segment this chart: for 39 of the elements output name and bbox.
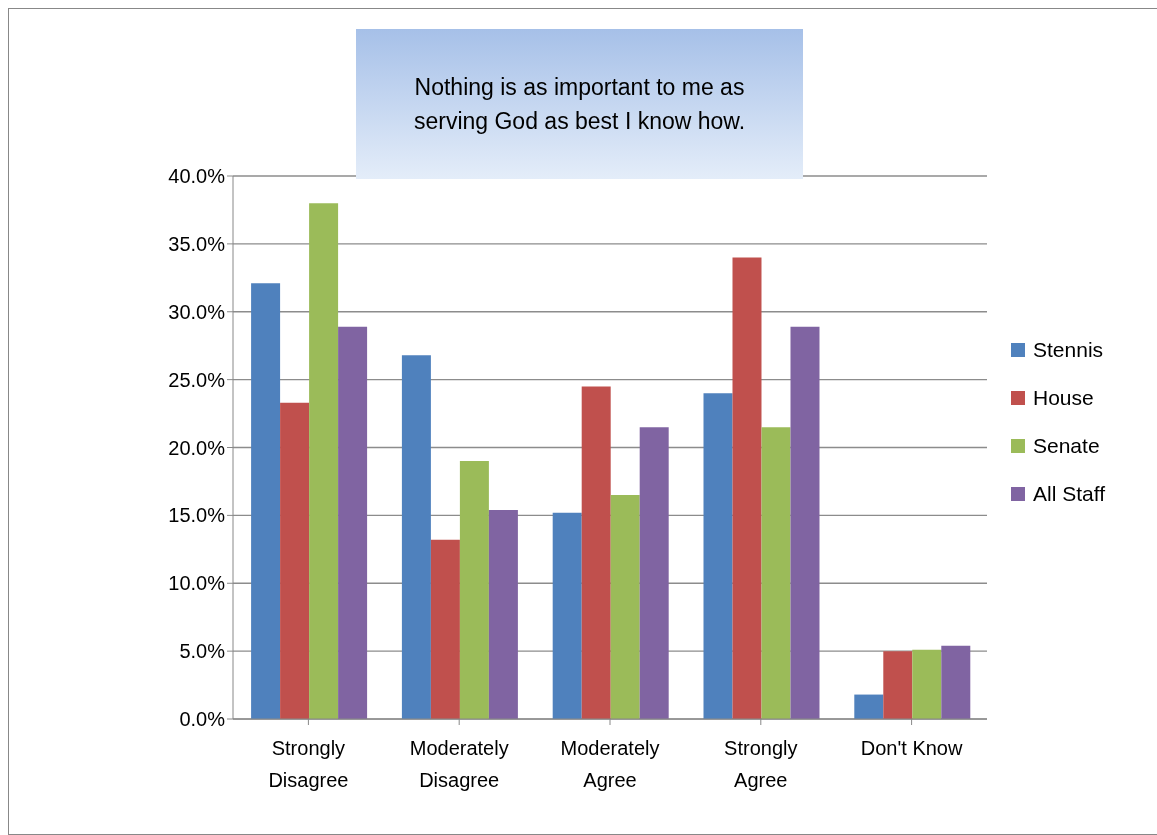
bar (459, 461, 489, 719)
x-tick-label: Strongly Agree (724, 737, 798, 791)
bar (639, 427, 669, 719)
bar (732, 257, 762, 719)
legend-label: House (1033, 385, 1094, 410)
y-tick-label: 10.0% (168, 572, 226, 595)
bar (610, 495, 640, 719)
bar (941, 645, 971, 719)
bar (251, 283, 281, 719)
x-tick-label: Moderately Agree (560, 737, 660, 791)
bar (854, 694, 884, 719)
bar (883, 651, 913, 719)
x-tick-label: Don't Know (860, 737, 963, 759)
y-tick-label: 5.0% (179, 640, 226, 663)
x-tick-label: Moderately Disagree (409, 737, 509, 791)
bar (703, 393, 733, 719)
y-tick-label: 0.0% (179, 708, 226, 731)
legend-label: All Staff (1033, 481, 1105, 506)
bar (309, 203, 339, 719)
y-tick-label: 40.0% (168, 165, 226, 188)
bar (552, 512, 582, 719)
x-tick-label: Strongly Disagree (268, 737, 349, 791)
y-tick-label: 15.0% (168, 504, 226, 527)
bar (430, 539, 460, 719)
legend-label: Senate (1033, 433, 1100, 458)
bar (790, 326, 820, 719)
bar (338, 326, 368, 719)
y-tick-label: 20.0% (168, 436, 226, 459)
y-tick-label: 30.0% (168, 300, 226, 323)
bar (280, 402, 310, 719)
bar (488, 509, 518, 719)
bar (912, 649, 942, 719)
bar (761, 427, 791, 719)
title-panel: Nothing is as important to me as serving God as best I know how. (356, 29, 803, 179)
bar (581, 386, 611, 719)
y-tick-label: 25.0% (168, 368, 226, 391)
legend-label: Stennis (1033, 337, 1104, 362)
y-tick-label: 35.0% (168, 232, 226, 255)
bar (401, 355, 431, 719)
